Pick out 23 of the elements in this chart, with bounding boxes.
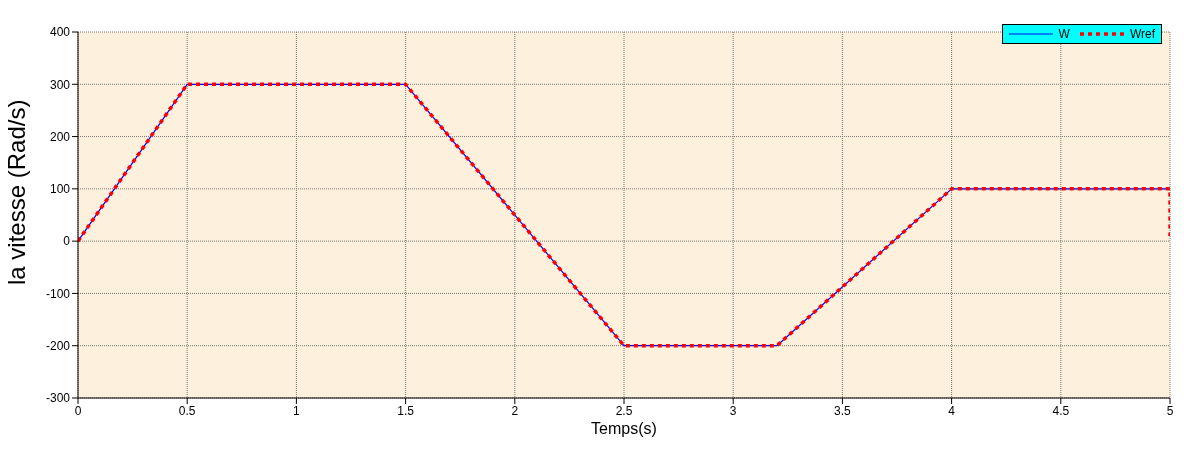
y-tick-label: 400	[49, 25, 71, 40]
y-tick-label: -100	[45, 286, 71, 301]
x-axis-title: Temps(s)	[591, 420, 657, 437]
x-tick-label: 2	[511, 403, 519, 418]
y-tick-label: 300	[49, 77, 71, 92]
y-tick-label: 0	[63, 234, 71, 249]
x-tick-label: 3	[729, 403, 737, 418]
x-tick-label: 4.5	[1052, 403, 1070, 418]
y-tick-label: 200	[49, 129, 71, 144]
y-tick-label: -300	[45, 391, 71, 406]
x-tick-label: 0.5	[178, 403, 196, 418]
y-axis-title: la vitesse (Rad/s)	[2, 99, 30, 285]
legend-label: W	[1058, 27, 1070, 41]
y-tick-label: 100	[49, 182, 71, 197]
x-tick-label: 1	[293, 403, 301, 418]
legend-label: Wref	[1129, 27, 1155, 41]
x-tick-label: 4	[948, 403, 956, 418]
x-tick-label: 2.5	[615, 403, 633, 418]
x-tick-label: 1.5	[397, 403, 415, 418]
x-tick-label: 3.5	[834, 403, 852, 418]
x-tick-label: 0	[74, 403, 82, 418]
x-tick-label: 5	[1166, 403, 1174, 418]
y-tick-label: -200	[45, 338, 71, 353]
